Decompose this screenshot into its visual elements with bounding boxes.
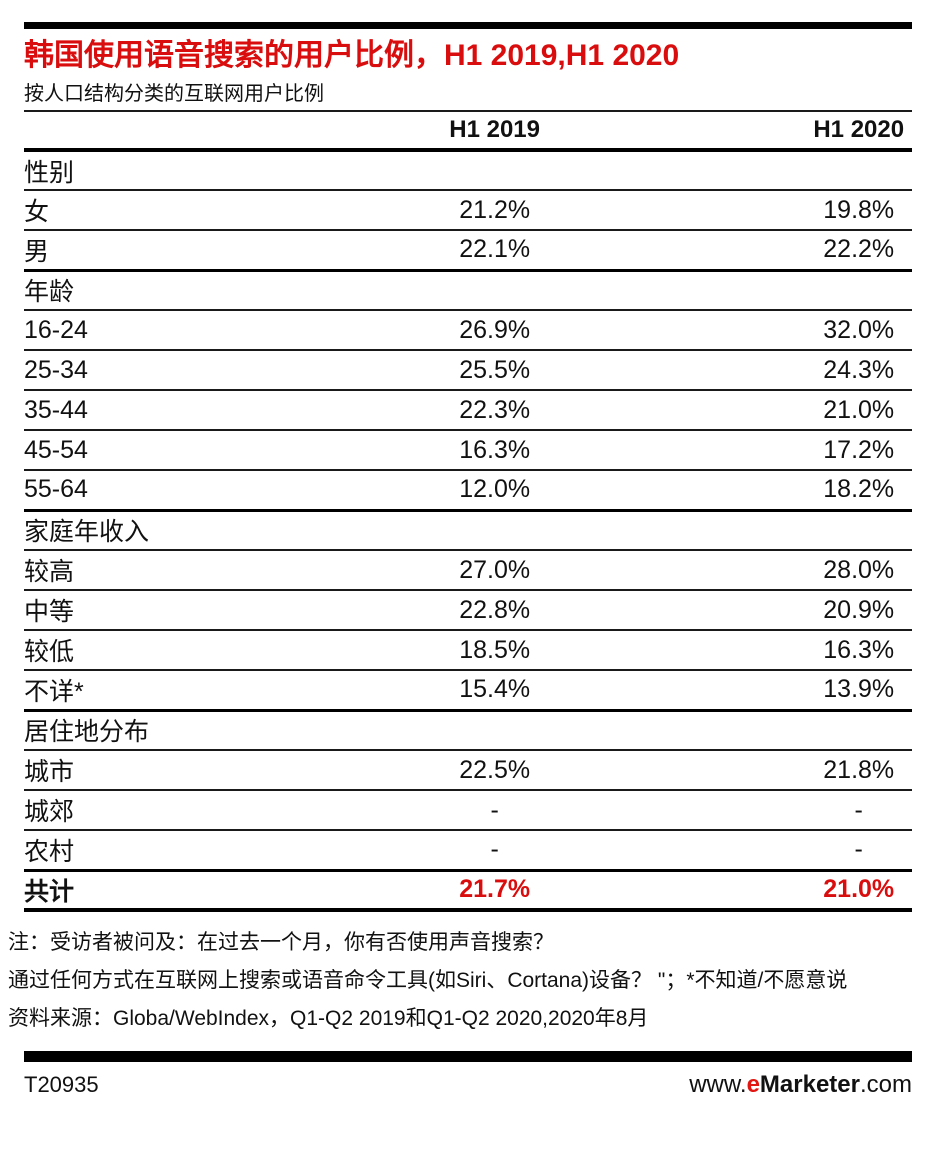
section-row-age: 年龄 <box>24 268 912 311</box>
total-value-h1-2020: 21.0% <box>805 868 912 912</box>
table-row: 中等 22.8% 20.9% <box>24 590 912 631</box>
logo-com: .com <box>859 1071 912 1098</box>
row-label: 35-44 <box>24 390 184 431</box>
value-h1-2019: - <box>183 790 806 831</box>
footnote-line-2: 通过任何方式在互联网上搜索或语音命令工具(如Siri、Cortana)设备？ "… <box>8 969 848 992</box>
value-h1-2019: 27.0% <box>183 550 806 591</box>
total-row: 共计 21.7% 21.0% <box>24 868 912 912</box>
value-h1-2019: 22.3% <box>183 390 806 431</box>
value-h1-2019: 25.5% <box>183 350 806 391</box>
logo-marketer: Marketer <box>759 1071 860 1098</box>
footer-row: T20935 www.eMarketer.com <box>24 1071 912 1099</box>
value-h1-2019: 22.8% <box>183 590 806 631</box>
table-row: 45-54 16.3% 17.2% <box>24 430 912 471</box>
section-label: 家庭年收入 <box>24 508 912 551</box>
value-h1-2020: 28.0% <box>805 550 912 591</box>
value-h1-2020: 32.0% <box>805 310 912 351</box>
value-h1-2020: 17.2% <box>805 430 912 471</box>
value-h1-2020: 18.2% <box>823 475 895 504</box>
value-h1-2020: 16.3% <box>805 630 912 671</box>
value-h1-2020: 13.9% <box>823 675 895 704</box>
table-row: 农村 - - <box>24 830 912 870</box>
section-row-residence: 居住地分布 <box>24 708 912 751</box>
value-h1-2020: 21.0% <box>805 390 912 431</box>
row-label: 不详* <box>24 677 84 706</box>
row-label: 农村 <box>24 837 75 866</box>
table-row: 35-44 22.3% 21.0% <box>24 390 912 431</box>
column-header-empty <box>24 110 184 152</box>
value-h1-2020: 20.9% <box>805 590 912 631</box>
section-label: 性别 <box>24 150 912 191</box>
table-row: 城郊 - - <box>24 790 912 831</box>
logo-www: www. <box>689 1071 747 1098</box>
table-row: 较高 27.0% 28.0% <box>24 550 912 591</box>
column-header-h1-2020: H1 2020 <box>805 110 912 152</box>
footnote-line-1: 注：受访者被问及：在过去一个月，你有否使用声音搜索？ <box>8 931 554 954</box>
row-label: 较低 <box>24 630 184 671</box>
row-label: 16-24 <box>24 310 184 351</box>
total-label: 共计 <box>24 868 184 912</box>
value-h1-2020: 21.8% <box>805 750 912 791</box>
section-row-gender: 性别 <box>24 150 912 191</box>
table-row: 女 21.2% 19.8% <box>24 190 912 231</box>
row-label: 女 <box>24 190 184 231</box>
value-h1-2019: - <box>490 835 499 864</box>
row-label: 男 <box>24 237 50 266</box>
value-h1-2019: 26.9% <box>183 310 806 351</box>
value-h1-2020: - <box>854 835 863 864</box>
row-label: 45-54 <box>24 430 184 471</box>
total-value-h1-2019: 21.7% <box>183 868 806 912</box>
row-label: 中等 <box>24 590 184 631</box>
value-h1-2019: 18.5% <box>183 630 806 671</box>
row-label: 25-34 <box>24 350 184 391</box>
footnotes: 注：受访者被问及：在过去一个月，你有否使用声音搜索？ 通过任何方式在互联网上搜索… <box>8 924 912 1038</box>
value-h1-2020: 24.3% <box>805 350 912 391</box>
value-h1-2019: 15.4% <box>459 675 531 704</box>
section-row-household-income: 家庭年收入 <box>24 508 912 551</box>
value-h1-2019: 22.1% <box>459 235 531 264</box>
top-rule <box>24 22 912 29</box>
data-table: H1 2019 H1 2020 性别 女 21.2% 19.8% 男 22.1%… <box>24 110 912 912</box>
table-row: 25-34 25.5% 24.3% <box>24 350 912 391</box>
value-h1-2020: 22.2% <box>823 235 895 264</box>
logo-e: e <box>746 1071 760 1098</box>
value-h1-2019: 12.0% <box>459 475 531 504</box>
emarketer-logo: www.eMarketer.com <box>689 1071 912 1099</box>
row-label: 城市 <box>24 750 184 791</box>
row-label: 城郊 <box>24 790 184 831</box>
chart-id: T20935 <box>24 1072 99 1097</box>
table-row: 较低 18.5% 16.3% <box>24 630 912 671</box>
value-h1-2019: 16.3% <box>183 430 806 471</box>
row-label: 较高 <box>24 550 184 591</box>
section-label: 居住地分布 <box>24 708 912 751</box>
column-header-row: H1 2019 H1 2020 <box>24 110 912 152</box>
table-row: 55-64 12.0% 18.2% <box>24 470 912 510</box>
section-label: 年龄 <box>24 268 912 311</box>
chart-subtitle: 按人口结构分类的互联网用户比例 <box>24 83 324 105</box>
value-h1-2020: 19.8% <box>805 190 912 231</box>
emarketer-table-card: 韩国使用语音搜索的用户比例，H1 2019,H1 2020 按人口结构分类的互联… <box>8 22 912 1099</box>
bottom-rule <box>24 1051 912 1062</box>
column-header-h1-2019: H1 2019 <box>183 110 806 152</box>
value-h1-2019: 22.5% <box>183 750 806 791</box>
row-label: 55-64 <box>24 475 88 504</box>
footnote-source-line: 资料来源：Globa/WebIndex，Q1-Q2 2019和Q1-Q2 202… <box>8 1007 649 1030</box>
chart-title: 韩国使用语音搜索的用户比例，H1 2019,H1 2020 <box>24 39 680 72</box>
value-h1-2019: 21.2% <box>183 190 806 231</box>
value-h1-2020: - <box>805 790 912 831</box>
table-row: 男 22.1% 22.2% <box>24 230 912 270</box>
table-row: 城市 22.5% 21.8% <box>24 750 912 791</box>
table-row: 不详* 15.4% 13.9% <box>24 670 912 710</box>
table-row: 16-24 26.9% 32.0% <box>24 310 912 351</box>
